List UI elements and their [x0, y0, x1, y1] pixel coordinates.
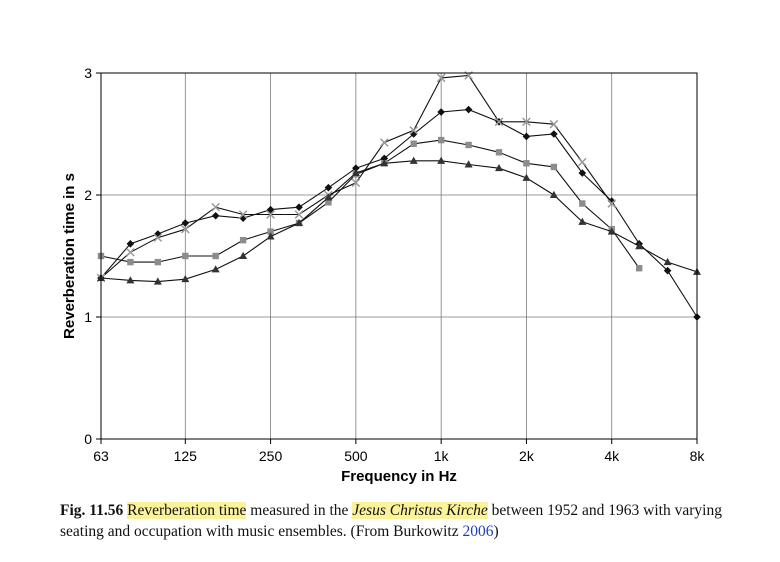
series-triangle	[97, 156, 701, 285]
data-point-square	[154, 258, 162, 266]
data-point-diamond	[607, 197, 616, 205]
data-point-triangle	[409, 156, 418, 164]
data-point-cross	[522, 117, 531, 127]
data-point-square	[579, 200, 586, 207]
data-point-square	[465, 141, 472, 149]
data-point-triangle	[663, 257, 672, 266]
x-tick-label: 4k	[604, 448, 620, 464]
data-point-diamond	[663, 266, 672, 275]
data-point-diamond	[437, 108, 445, 116]
data-point-diamond	[522, 132, 531, 141]
x-tick-label: 500	[344, 448, 368, 464]
y-axis-title: Reverberation time in s	[61, 173, 78, 339]
data-point-square	[212, 252, 219, 260]
data-point-cross	[549, 119, 559, 129]
data-point-cross	[436, 73, 446, 83]
x-tick-label: 63	[93, 448, 109, 464]
data-point-cross	[211, 202, 221, 212]
data-point-square	[325, 199, 332, 206]
data-point-cross	[607, 199, 617, 208]
series-line-diamond	[100, 109, 698, 318]
caption-text-2: between 1952 and 1963 with varying seati…	[60, 502, 722, 540]
data-point-triangle	[126, 276, 135, 284]
y-tick-label: 2	[84, 187, 92, 203]
x-axis-title: Frequency in Hz	[341, 468, 457, 485]
data-point-cross	[238, 210, 248, 219]
x-tick-label: 2k	[519, 448, 535, 464]
data-point-diamond	[239, 214, 247, 222]
data-point-triangle	[578, 217, 587, 225]
caption-highlight-church: Jesus Christus Kirche	[352, 502, 488, 519]
y-tick-label: 3	[84, 65, 92, 81]
data-point-diamond	[324, 183, 333, 192]
caption-fig-label: Fig. 11.56	[60, 502, 124, 519]
data-series	[96, 71, 701, 321]
data-point-triangle	[266, 232, 275, 240]
data-point-diamond	[464, 105, 473, 114]
data-point-diamond	[578, 169, 587, 177]
data-point-triangle	[522, 173, 531, 181]
data-point-diamond	[352, 164, 360, 172]
data-point-triangle	[549, 190, 558, 198]
data-point-square	[550, 163, 558, 171]
data-point-diamond	[266, 205, 275, 214]
data-point-diamond	[211, 211, 220, 220]
caption-text-3: )	[493, 523, 499, 540]
plot-frame	[100, 72, 698, 440]
data-point-triangle	[351, 168, 360, 177]
series-line-square	[100, 139, 640, 269]
data-point-cross	[409, 126, 419, 135]
data-point-square	[495, 149, 503, 156]
data-point-triangle	[211, 265, 220, 273]
data-point-triangle	[635, 242, 644, 250]
caption-citation-link[interactable]: 2006	[462, 523, 494, 540]
data-point-cross	[294, 210, 304, 219]
data-point-diamond	[380, 154, 389, 163]
data-point-square	[437, 136, 445, 144]
data-point-triangle	[380, 159, 389, 167]
caption-text-1: measured in the	[246, 502, 353, 519]
data-point-triangle	[324, 193, 333, 201]
data-point-square	[523, 160, 530, 167]
data-point-diamond	[550, 130, 558, 138]
tick-labels: 63 125 250 500 1k 2k 4k 8k 0 1 2 3	[84, 65, 705, 464]
data-point-triangle	[607, 227, 616, 235]
data-point-cross	[180, 224, 190, 234]
x-tick-label: 1k	[434, 448, 450, 464]
data-point-cross	[494, 117, 504, 127]
data-point-cross	[351, 178, 361, 188]
x-tick-label: 8k	[690, 448, 706, 464]
data-point-triangle	[494, 163, 503, 172]
caption-highlight-reverberation: Reverberation time	[127, 502, 247, 519]
data-point-square	[182, 252, 189, 260]
y-tick-label: 0	[84, 431, 92, 447]
data-point-square	[410, 140, 417, 147]
data-point-cross	[379, 138, 389, 147]
data-point-square	[239, 236, 247, 244]
x-tick-label: 125	[174, 448, 198, 464]
data-point-triangle	[464, 160, 473, 168]
figure-caption: Fig. 11.56 Reverberation time measured i…	[60, 500, 730, 542]
data-point-cross	[577, 157, 587, 167]
data-point-triangle	[181, 274, 190, 283]
x-tick-label: 250	[259, 448, 283, 464]
data-point-diamond	[295, 203, 303, 211]
data-point-square	[635, 265, 643, 272]
data-point-square	[267, 228, 274, 235]
data-point-cross	[266, 210, 275, 219]
data-point-diamond	[126, 240, 135, 248]
data-point-cross	[126, 248, 135, 257]
series-line-triangle	[100, 160, 698, 283]
data-point-triangle	[295, 218, 304, 227]
data-point-triangle	[437, 156, 446, 164]
data-point-cross	[153, 233, 163, 243]
series-square	[97, 136, 643, 272]
y-tick-label: 1	[84, 309, 92, 325]
data-point-diamond	[181, 219, 190, 227]
data-point-triangle	[239, 251, 248, 259]
data-point-square	[127, 258, 134, 266]
series-diamond	[97, 105, 701, 321]
data-point-triangle	[153, 277, 162, 285]
